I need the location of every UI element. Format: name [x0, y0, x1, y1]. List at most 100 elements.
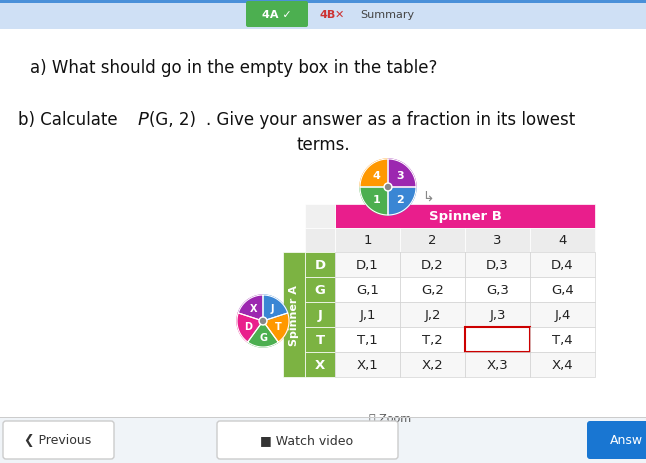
Text: 2: 2: [396, 194, 404, 205]
Polygon shape: [263, 313, 289, 342]
Bar: [465, 352, 530, 377]
Text: ■ Watch video: ■ Watch video: [260, 433, 353, 446]
Bar: [335, 277, 400, 302]
Text: 1: 1: [363, 234, 371, 247]
Bar: [530, 302, 595, 327]
Bar: [530, 277, 595, 302]
Bar: [0, 30, 646, 417]
Text: Spinner B: Spinner B: [428, 210, 501, 223]
Bar: [335, 302, 400, 327]
FancyBboxPatch shape: [246, 2, 308, 28]
Text: terms.: terms.: [296, 136, 350, 154]
Text: G,3: G,3: [486, 283, 509, 296]
Text: D,1: D,1: [356, 258, 379, 271]
Circle shape: [259, 317, 267, 325]
Polygon shape: [238, 295, 263, 321]
Bar: [305, 327, 335, 352]
Polygon shape: [360, 160, 388, 188]
Bar: [530, 327, 595, 352]
Text: D: D: [315, 258, 326, 271]
Text: X,2: X,2: [422, 358, 443, 371]
Bar: [465, 229, 530, 252]
Text: G,1: G,1: [356, 283, 379, 296]
Text: ✕: ✕: [335, 10, 344, 20]
Circle shape: [386, 185, 390, 190]
Text: T,1: T,1: [357, 333, 378, 346]
Bar: [0, 417, 646, 463]
Text: G,2: G,2: [421, 283, 444, 296]
FancyBboxPatch shape: [217, 421, 398, 459]
Text: 4A ✓: 4A ✓: [262, 10, 292, 20]
Text: T,4: T,4: [552, 333, 573, 346]
Bar: [305, 229, 335, 252]
Bar: [305, 277, 335, 302]
Text: X: X: [315, 358, 325, 371]
Bar: [530, 252, 595, 277]
Bar: [335, 352, 400, 377]
Text: T,2: T,2: [422, 333, 443, 346]
Polygon shape: [247, 321, 278, 347]
Text: T: T: [315, 333, 324, 346]
Text: X: X: [250, 303, 257, 313]
Bar: [0, 417, 646, 418]
Text: D: D: [244, 321, 252, 331]
Polygon shape: [388, 188, 416, 216]
Text: (G, 2): (G, 2): [149, 111, 196, 129]
Polygon shape: [237, 313, 263, 342]
Polygon shape: [360, 188, 388, 216]
Bar: [530, 352, 595, 377]
Text: b) Calculate: b) Calculate: [18, 111, 123, 129]
Text: J,3: J,3: [489, 308, 506, 321]
Text: 4: 4: [558, 234, 567, 247]
Circle shape: [384, 184, 392, 192]
Text: G,4: G,4: [551, 283, 574, 296]
Text: X,1: X,1: [357, 358, 379, 371]
Text: X,4: X,4: [552, 358, 573, 371]
Text: D,4: D,4: [551, 258, 574, 271]
Text: Summary: Summary: [360, 10, 414, 20]
Text: $\mathit{P}$: $\mathit{P}$: [137, 111, 150, 129]
FancyBboxPatch shape: [587, 421, 646, 459]
Text: Spinner A: Spinner A: [289, 284, 299, 345]
Text: G: G: [259, 332, 267, 342]
Bar: [335, 252, 400, 277]
Text: 3: 3: [396, 171, 404, 181]
Bar: [465, 302, 530, 327]
Text: T: T: [275, 321, 282, 331]
Text: 1: 1: [372, 194, 380, 205]
Text: a) What should go in the empty box in the table?: a) What should go in the empty box in th…: [30, 59, 437, 77]
Text: D,2: D,2: [421, 258, 444, 271]
Text: J,2: J,2: [424, 308, 441, 321]
Text: 3: 3: [494, 234, 502, 247]
Text: J,1: J,1: [359, 308, 376, 321]
Bar: [305, 352, 335, 377]
Text: 4B: 4B: [320, 10, 337, 20]
Bar: [335, 327, 400, 352]
Text: ❮ Previous: ❮ Previous: [25, 433, 92, 446]
Bar: [305, 252, 335, 277]
Text: Answ: Answ: [610, 433, 643, 446]
Bar: [335, 229, 400, 252]
Text: J: J: [318, 308, 322, 321]
Bar: [400, 229, 465, 252]
Bar: [0, 0, 646, 30]
Text: J: J: [271, 303, 274, 313]
Text: X,3: X,3: [486, 358, 508, 371]
Bar: [305, 205, 335, 229]
Text: G: G: [315, 283, 326, 296]
Bar: [530, 229, 595, 252]
Polygon shape: [388, 160, 416, 188]
Text: D,3: D,3: [486, 258, 509, 271]
Bar: [400, 277, 465, 302]
Bar: [400, 327, 465, 352]
Bar: [0, 0, 646, 4]
Bar: [283, 252, 305, 377]
Bar: [335, 205, 595, 229]
FancyBboxPatch shape: [3, 421, 114, 459]
Bar: [465, 277, 530, 302]
Bar: [465, 252, 530, 277]
Bar: [400, 252, 465, 277]
Text: . Give your answer as a fraction in its lowest: . Give your answer as a fraction in its …: [206, 111, 575, 129]
Polygon shape: [263, 295, 287, 321]
Text: 🔍 Zoom: 🔍 Zoom: [369, 412, 411, 422]
